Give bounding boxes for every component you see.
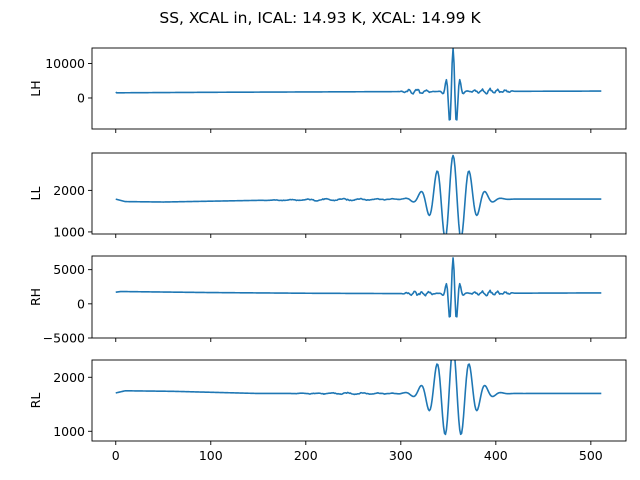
x-tick-label: 0 xyxy=(112,448,120,463)
y-tick-label: 5000 xyxy=(53,262,85,277)
series-line-ll xyxy=(115,154,602,234)
subplot-ll: 1000 2000 LL xyxy=(28,152,627,239)
y-tick-label: 1000 xyxy=(53,424,85,439)
y-tick-label: 2000 xyxy=(53,183,85,198)
y-axis-label: RL xyxy=(28,393,43,409)
axes-frame xyxy=(91,152,627,235)
axes-frame xyxy=(91,359,627,442)
axes-frame xyxy=(91,255,627,339)
x-tick-label: 300 xyxy=(389,448,413,463)
series-line-rh xyxy=(115,257,602,318)
x-tick-label: 400 xyxy=(484,448,508,463)
series-line-rl xyxy=(115,360,602,436)
series-line-lh xyxy=(115,48,602,121)
y-axis-label: LH xyxy=(28,80,43,96)
y-tick-label: 10000 xyxy=(45,56,85,71)
y-tick-label: 1000 xyxy=(53,224,85,239)
y-tick-label: 0 xyxy=(77,296,85,311)
x-tick-label: 500 xyxy=(579,448,603,463)
y-tick-label: 0 xyxy=(77,90,85,105)
figure-title: SS, XCAL in, ICAL: 14.93 K, XCAL: 14.99 … xyxy=(159,9,481,27)
subplot-rl: 1000 2000 0 100 200 300 400 500 RL xyxy=(28,359,627,463)
subplot-rh: −5000 0 5000 RH xyxy=(28,255,627,346)
axes-frame xyxy=(91,47,627,130)
y-tick-label: −5000 xyxy=(43,331,85,346)
y-tick-label: 2000 xyxy=(53,370,85,385)
y-axis-label: LL xyxy=(28,187,43,201)
y-axis-label: RH xyxy=(28,288,43,306)
x-tick-label: 200 xyxy=(294,448,318,463)
x-tick-label: 100 xyxy=(199,448,223,463)
